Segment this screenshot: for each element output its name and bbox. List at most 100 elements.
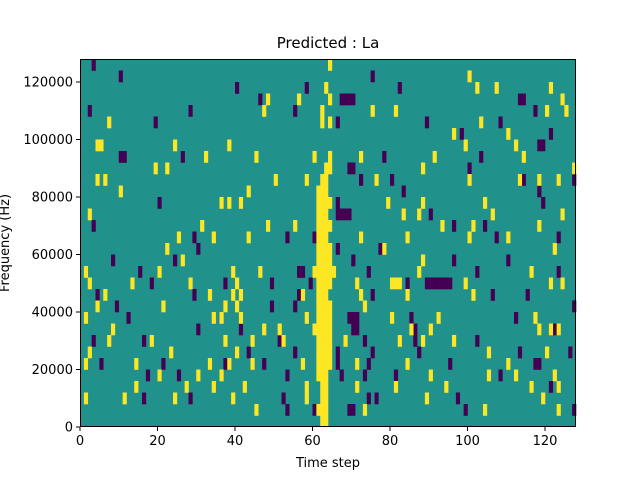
heatmap-cell-high — [219, 312, 224, 324]
heatmap-cell-high — [250, 358, 255, 370]
heatmap-cell-low — [541, 139, 546, 152]
heatmap-cell-high — [324, 335, 329, 347]
heatmap-cell-high — [324, 392, 329, 405]
heatmap-cell-high — [320, 300, 325, 313]
heatmap-cell-low — [304, 82, 309, 94]
heatmap-cell-low — [568, 346, 573, 359]
heatmap-cell-high — [262, 323, 267, 336]
heatmap-cell-high — [200, 220, 205, 232]
heatmap-cell-low — [366, 358, 371, 370]
heatmap-cell-low — [417, 346, 422, 359]
heatmap-cell-low — [541, 197, 546, 209]
plot-area — [80, 59, 577, 428]
heatmap-cell-high — [328, 266, 333, 278]
heatmap-cell-high — [390, 312, 395, 324]
heatmap-cell-high — [537, 174, 542, 186]
heatmap-cell-high — [103, 289, 108, 301]
heatmap-cell-high — [328, 220, 333, 232]
heatmap-cell-high — [173, 392, 178, 405]
heatmap-cell-low — [347, 93, 352, 106]
heatmap-cell-high — [207, 289, 213, 301]
heatmap-cell-high — [397, 277, 402, 290]
heatmap-cell-low — [448, 358, 453, 370]
heatmap-cell-low — [180, 151, 185, 163]
heatmap-cell-high — [556, 323, 561, 336]
heatmap-cell-high — [548, 323, 554, 336]
heatmap-cell-high — [343, 335, 348, 347]
heatmap-cell-high — [436, 312, 441, 324]
heatmap-cell-low — [246, 346, 251, 359]
heatmap-cell-high — [83, 312, 89, 324]
heatmap-cell-low — [556, 231, 561, 244]
heatmap-cell-high — [328, 254, 333, 267]
heatmap-cell-high — [432, 151, 437, 163]
heatmap-cell-high — [355, 358, 360, 370]
heatmap-cell-high — [328, 116, 333, 129]
heatmap-cell-high — [231, 392, 236, 405]
heatmap-cell-high — [386, 197, 391, 209]
x-tick-label: 40 — [227, 434, 244, 449]
heatmap-cell-high — [374, 174, 379, 186]
heatmap-cell-low — [521, 174, 526, 186]
heatmap-cell-low — [223, 277, 228, 290]
heatmap-cell-high — [320, 381, 325, 393]
heatmap-cell-high — [227, 139, 232, 152]
heatmap-cell-high — [463, 277, 468, 290]
y-axis: 0 20000 40000 60000 80000 100000 120000 — [23, 76, 80, 436]
heatmap-cell-low — [258, 93, 263, 106]
heatmap-cell-high — [258, 266, 263, 278]
heatmap-cell-high — [560, 93, 565, 106]
heatmap-cell-high — [320, 197, 325, 209]
heatmap-cell-low — [537, 185, 542, 198]
heatmap-cell-high — [324, 277, 329, 290]
heatmap-cell-high — [204, 151, 209, 163]
heatmap-cell-low — [533, 358, 538, 370]
heatmap-cell-low — [114, 300, 120, 313]
heatmap-cell-high — [382, 243, 387, 255]
heatmap-cell-low — [269, 277, 275, 290]
heatmap-cell-high — [161, 300, 166, 313]
heatmap-cell-high — [316, 312, 321, 324]
heatmap-cell-high — [324, 369, 329, 382]
heatmap-cell-low — [293, 105, 298, 117]
heatmap-cell-high — [517, 174, 523, 186]
heatmap-cell-high — [300, 358, 306, 370]
heatmap-cell-high — [316, 231, 321, 244]
heatmap-cell-high — [529, 381, 534, 393]
heatmap-cell-high — [180, 254, 185, 267]
heatmap-cell-high — [397, 335, 402, 347]
heatmap-cell-high — [312, 151, 317, 163]
heatmap-cell-high — [246, 231, 251, 244]
heatmap-cell-low — [444, 277, 449, 290]
heatmap-cell-low — [149, 277, 154, 290]
heatmap-cell-low — [347, 312, 352, 324]
heatmap-cell-high — [324, 254, 329, 267]
heatmap-cell-low — [335, 346, 340, 359]
heatmap-cell-low — [308, 277, 313, 290]
heatmap-cell-high — [428, 323, 433, 336]
heatmap-cell-low — [188, 392, 193, 405]
heatmap-cell-high — [529, 266, 534, 278]
heatmap-cell-high — [134, 381, 139, 393]
heatmap-cell-high — [405, 231, 410, 244]
heatmap-cell-high — [231, 266, 236, 278]
heatmap-cell-high — [514, 139, 519, 152]
heatmap-cell-low — [459, 128, 464, 140]
heatmap-cell-low — [269, 300, 275, 313]
heatmap-cell-high — [219, 369, 224, 382]
heatmap-cell-high — [359, 289, 364, 301]
heatmap-cell-low — [494, 231, 499, 244]
heatmap-cell-high — [316, 369, 321, 382]
heatmap-cell-high — [483, 197, 488, 209]
heatmap-cell-low — [142, 335, 147, 347]
heatmap-cell-low — [393, 369, 399, 382]
heatmap-cell-high — [316, 185, 321, 198]
heatmap-cell-high — [324, 185, 329, 198]
heatmap-cell-high — [552, 243, 557, 255]
y-tick-label: 120000 — [23, 76, 73, 91]
heatmap-cell-high — [479, 116, 484, 129]
heatmap-cell-high — [238, 197, 244, 209]
heatmap-cell-high — [324, 231, 329, 244]
heatmap-cell-high — [324, 381, 329, 393]
heatmap-cell-low — [339, 93, 344, 106]
